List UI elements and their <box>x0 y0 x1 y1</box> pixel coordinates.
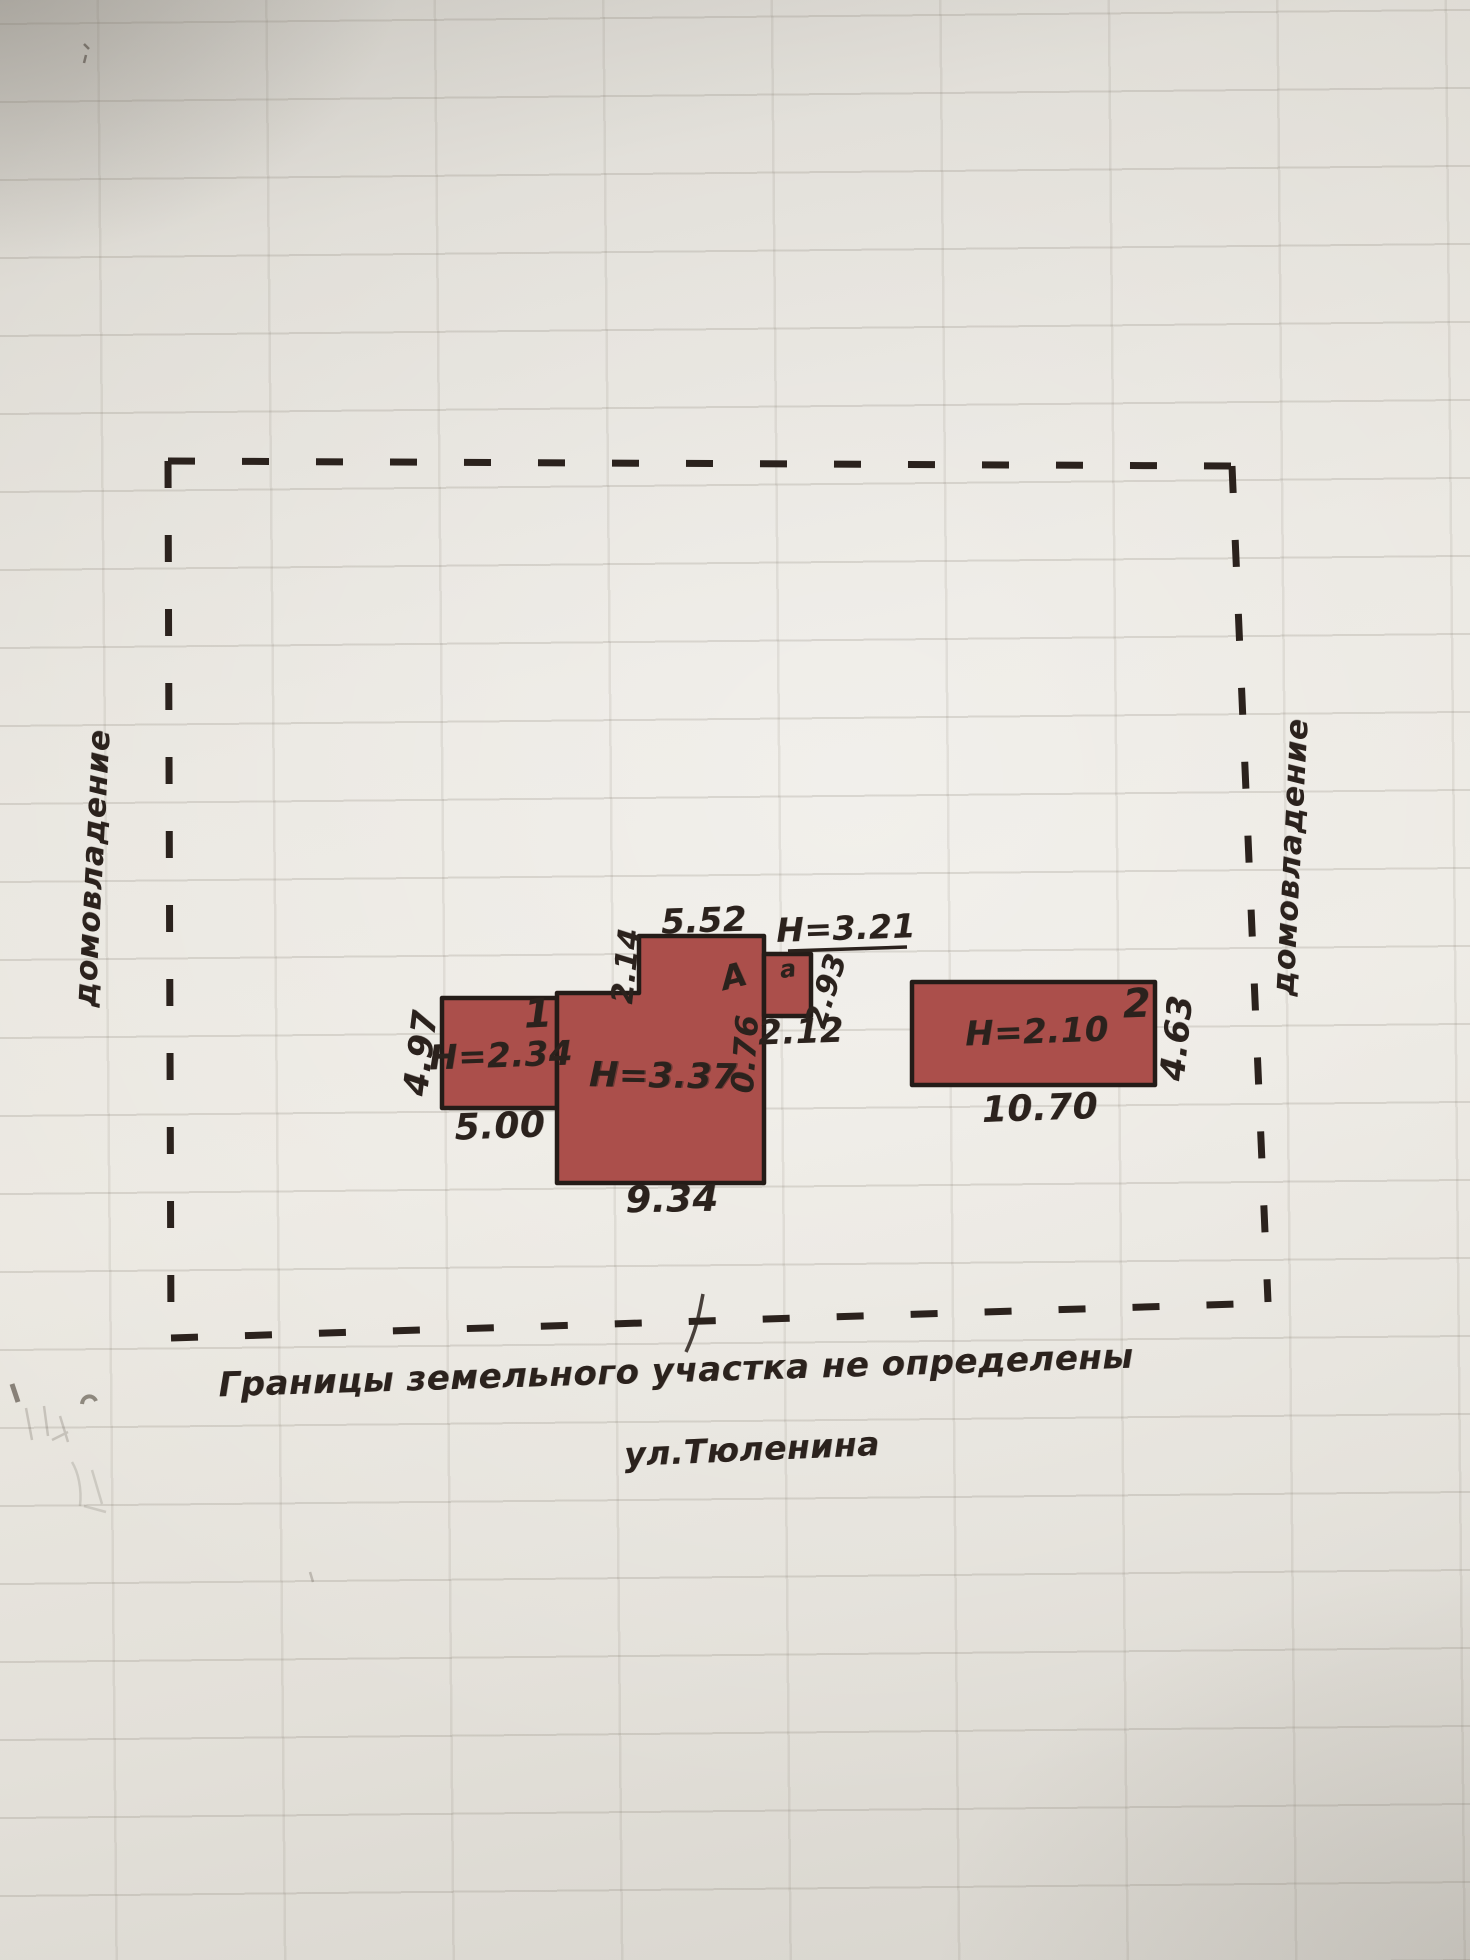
dimension-b1-left: 4.97 <box>395 1007 447 1099</box>
dimension-b1-bottom: 5.00 <box>453 1104 547 1149</box>
dimension-annex-bottom: 2.12 <box>757 1010 845 1054</box>
annex-height-label: H=3.21 <box>775 906 917 950</box>
building-1-height-label: H=2.34 <box>428 1033 574 1079</box>
plot-boundary-bottom <box>170 1299 1269 1342</box>
building-2-height-label: H=2.10 <box>964 1009 1110 1055</box>
building-1-number: 1 <box>522 990 554 1038</box>
building-2-shape <box>909 979 1158 1088</box>
dimension-main-top: 5.52 <box>660 899 748 943</box>
plot-boundary-right <box>1228 465 1272 1303</box>
dimension-main-bottom: 9.34 <box>624 1176 720 1222</box>
annex-letter: а <box>777 953 799 985</box>
building-a-shape <box>554 933 767 1186</box>
dimension-main-upper-left: 2.14 <box>605 926 648 1006</box>
plot-boundary-left <box>164 460 175 1339</box>
street-label: ул.Тюленина <box>623 1423 881 1475</box>
plot-boundary-top <box>167 457 1233 470</box>
annex-height-underline <box>787 945 908 953</box>
building-2-number: 2 <box>1122 980 1152 1028</box>
pencil-scribbles <box>9 1383 315 1583</box>
dimension-b2-bottom: 10.70 <box>981 1085 1099 1132</box>
dimension-b2-right: 4.63 <box>1152 993 1202 1083</box>
building-a-height-label: H=3.37 <box>588 1055 738 1098</box>
dust-speck <box>82 43 90 64</box>
annex-a-shape <box>761 951 814 1019</box>
boundary-tick-mark <box>684 1293 705 1353</box>
